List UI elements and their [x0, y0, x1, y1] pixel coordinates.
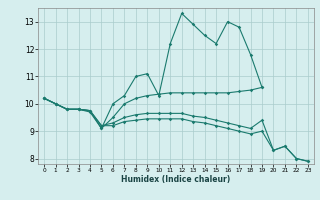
X-axis label: Humidex (Indice chaleur): Humidex (Indice chaleur) — [121, 175, 231, 184]
